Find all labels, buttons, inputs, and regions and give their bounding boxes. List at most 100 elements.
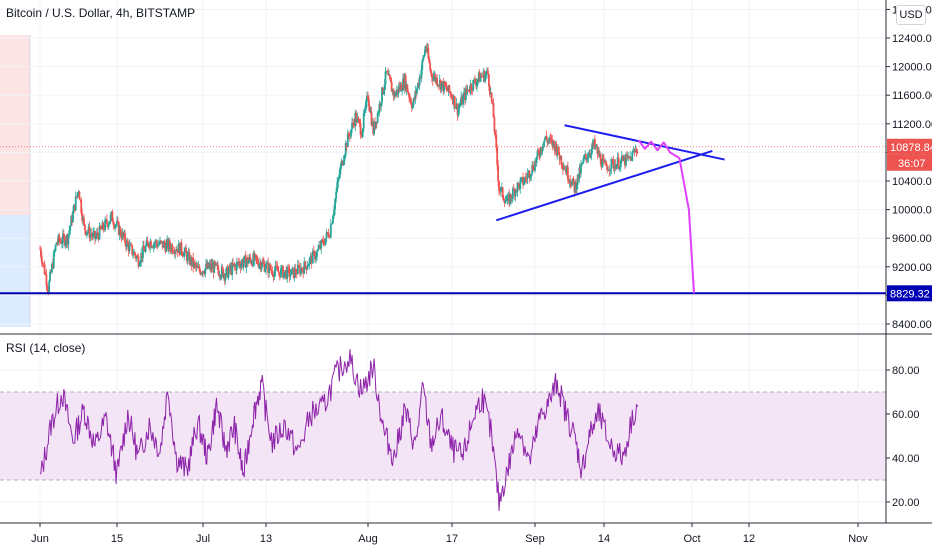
candle (532, 160, 535, 172)
time-tick-label: Jun (31, 533, 49, 545)
candle (467, 89, 470, 92)
candle (332, 214, 334, 224)
candle (479, 72, 482, 82)
candle (636, 148, 639, 155)
time-tick-label: Nov (848, 533, 868, 545)
candle (303, 256, 306, 275)
candle (526, 168, 529, 184)
rsi-tick-label: 80.00 (892, 365, 920, 377)
candle (378, 100, 381, 117)
candle (300, 262, 302, 277)
candle (459, 99, 462, 107)
candle (95, 228, 98, 240)
candle (523, 178, 525, 186)
candle (78, 190, 81, 200)
candle (625, 152, 627, 168)
candle (630, 156, 633, 161)
price-tick-label: 8400.00 (892, 319, 932, 331)
candle (508, 189, 511, 207)
candle (507, 191, 510, 202)
candle (444, 81, 446, 87)
candle (290, 269, 293, 275)
candle (204, 268, 207, 278)
candle (98, 222, 101, 241)
candle (400, 81, 403, 91)
candle (603, 154, 605, 166)
candle (298, 260, 300, 268)
candle (83, 214, 85, 227)
candle (543, 140, 545, 148)
candle (61, 238, 63, 249)
candle (322, 235, 325, 247)
candle (619, 158, 622, 172)
candle (510, 193, 512, 203)
candle (621, 155, 624, 162)
candle (361, 127, 364, 139)
candle (538, 147, 541, 160)
candle (43, 260, 46, 276)
candle (514, 188, 517, 202)
candle (495, 129, 498, 152)
currency-button[interactable]: USD (896, 5, 926, 25)
candle (356, 112, 359, 123)
candle (626, 150, 628, 161)
candle (524, 172, 527, 183)
candle (613, 158, 616, 174)
candle (614, 159, 617, 172)
candle (610, 157, 613, 175)
candle (277, 265, 280, 276)
candle (478, 69, 481, 82)
candle (522, 172, 524, 189)
projection-path[interactable] (637, 139, 696, 294)
candle (418, 73, 421, 90)
time-tick-label: 13 (260, 533, 272, 545)
candle (542, 146, 545, 152)
candle (629, 151, 632, 162)
candle (276, 261, 279, 272)
candle (327, 228, 330, 239)
candle (617, 153, 620, 170)
candle (454, 107, 457, 109)
triangle-lower-line[interactable] (495, 150, 713, 222)
candle (631, 149, 634, 162)
candle (135, 255, 138, 262)
candle (462, 92, 464, 108)
candle (50, 269, 52, 274)
time-tick-label: Jul (196, 533, 210, 545)
candle (581, 163, 584, 165)
candle (231, 259, 234, 280)
candle (308, 256, 311, 270)
candle (616, 152, 619, 168)
triangle-upper-line[interactable] (564, 124, 725, 161)
candle (505, 195, 508, 202)
candle (58, 232, 61, 246)
candle (97, 233, 100, 242)
candle (325, 228, 328, 243)
candle (287, 263, 290, 273)
candle (49, 269, 51, 283)
candle (336, 176, 339, 194)
candle (66, 233, 69, 248)
candle (316, 249, 318, 262)
candle (548, 135, 551, 144)
candle (96, 227, 99, 240)
candle (259, 260, 262, 273)
candle (333, 204, 335, 219)
candle (476, 78, 479, 88)
candle (497, 159, 500, 186)
countdown-label: 36:07 (898, 158, 926, 170)
rsi-line (39, 349, 638, 511)
candle (286, 264, 289, 283)
candle (76, 192, 79, 199)
drawings (0, 124, 886, 295)
candle (606, 163, 609, 174)
candle (89, 228, 92, 242)
candle (326, 231, 329, 236)
candle (320, 238, 323, 254)
candle (408, 92, 411, 103)
candle (294, 263, 297, 278)
candle (250, 258, 252, 266)
candle (301, 267, 304, 273)
candle (235, 257, 238, 275)
